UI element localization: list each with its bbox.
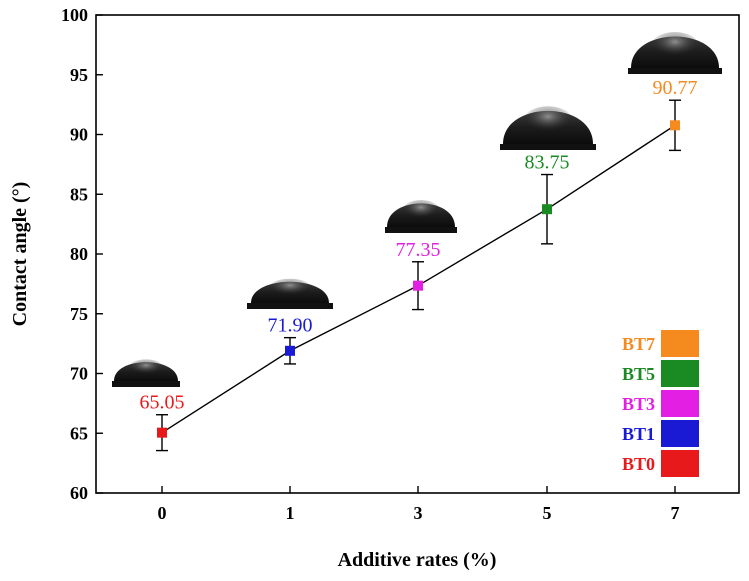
y-tick-label: 95 bbox=[70, 65, 88, 85]
legend-item-BT5: BT5 bbox=[622, 360, 699, 387]
legend-label: BT7 bbox=[622, 334, 655, 354]
droplet-highlight bbox=[523, 106, 573, 136]
legend-label: BT1 bbox=[622, 424, 655, 444]
legend-swatch bbox=[661, 360, 699, 387]
legend-swatch bbox=[661, 450, 699, 477]
data-point-BT3 bbox=[413, 280, 423, 291]
droplet-substrate bbox=[628, 68, 722, 74]
droplet-highlight bbox=[268, 278, 312, 298]
x-tick-label: 7 bbox=[671, 503, 680, 523]
legend-label: BT3 bbox=[622, 394, 655, 414]
x-tick-label: 5 bbox=[543, 503, 552, 523]
legend-swatch bbox=[661, 420, 699, 447]
data-point-BT0 bbox=[157, 427, 167, 438]
y-tick-label: 65 bbox=[70, 423, 88, 443]
data-label-BT7: 90.77 bbox=[653, 77, 698, 99]
legend-item-BT3: BT3 bbox=[622, 390, 699, 417]
legend-label: BT5 bbox=[622, 364, 655, 384]
droplet-highlight bbox=[402, 200, 440, 221]
data-labels: 65.05 71.90 77.35 83.75 90.77 bbox=[140, 77, 698, 414]
legend-swatch bbox=[661, 390, 699, 417]
y-tick-label: 60 bbox=[70, 483, 88, 503]
y-tick-label: 85 bbox=[70, 184, 88, 204]
error-bars bbox=[156, 99, 681, 452]
droplet-highlight bbox=[650, 32, 700, 60]
legend-label: BT0 bbox=[622, 454, 655, 474]
y-axis-title: Contact angle (°) bbox=[9, 182, 31, 327]
droplet-image-BT1 bbox=[247, 278, 333, 309]
droplet-highlight bbox=[128, 359, 164, 377]
droplet-image-BT3 bbox=[385, 200, 457, 233]
y-tick-label: 100 bbox=[61, 5, 88, 25]
x-axis-title: Additive rates (%) bbox=[338, 549, 497, 571]
data-point-BT5 bbox=[542, 204, 552, 215]
y-tick-label: 75 bbox=[70, 304, 88, 324]
droplet-image-BT0 bbox=[112, 359, 180, 387]
x-tick-label: 0 bbox=[158, 503, 167, 523]
legend: BT7 BT5 BT3 BT1 BT0 bbox=[622, 330, 699, 477]
y-tick-label: 80 bbox=[70, 244, 88, 264]
droplet-image-BT5 bbox=[500, 106, 596, 150]
x-tick-label: 1 bbox=[286, 503, 295, 523]
legend-item-BT0: BT0 bbox=[622, 450, 699, 477]
droplet-substrate bbox=[112, 381, 180, 387]
legend-swatch bbox=[661, 330, 699, 357]
y-tick-label: 70 bbox=[70, 364, 88, 384]
legend-item-BT7: BT7 bbox=[622, 330, 699, 357]
data-point-BT1 bbox=[285, 345, 295, 356]
data-label-BT5: 83.75 bbox=[525, 152, 570, 174]
droplet-images bbox=[112, 32, 722, 387]
droplet-substrate bbox=[385, 227, 457, 233]
data-label-BT3: 77.35 bbox=[396, 239, 441, 261]
droplet-substrate bbox=[500, 144, 596, 150]
x-axis-ticks: 0 1 3 5 7 bbox=[158, 486, 680, 523]
droplet-substrate bbox=[247, 303, 333, 309]
data-markers bbox=[157, 120, 680, 438]
droplet-image-BT7 bbox=[628, 32, 722, 74]
y-tick-label: 90 bbox=[70, 125, 88, 145]
legend-item-BT1: BT1 bbox=[622, 420, 699, 447]
data-label-BT0: 65.05 bbox=[140, 392, 185, 414]
x-tick-label: 3 bbox=[414, 503, 423, 523]
y-axis-ticks: 60 65 70 75 80 85 90 95 100 bbox=[61, 5, 103, 503]
data-point-BT7 bbox=[670, 120, 680, 131]
data-label-BT1: 71.90 bbox=[268, 315, 313, 337]
